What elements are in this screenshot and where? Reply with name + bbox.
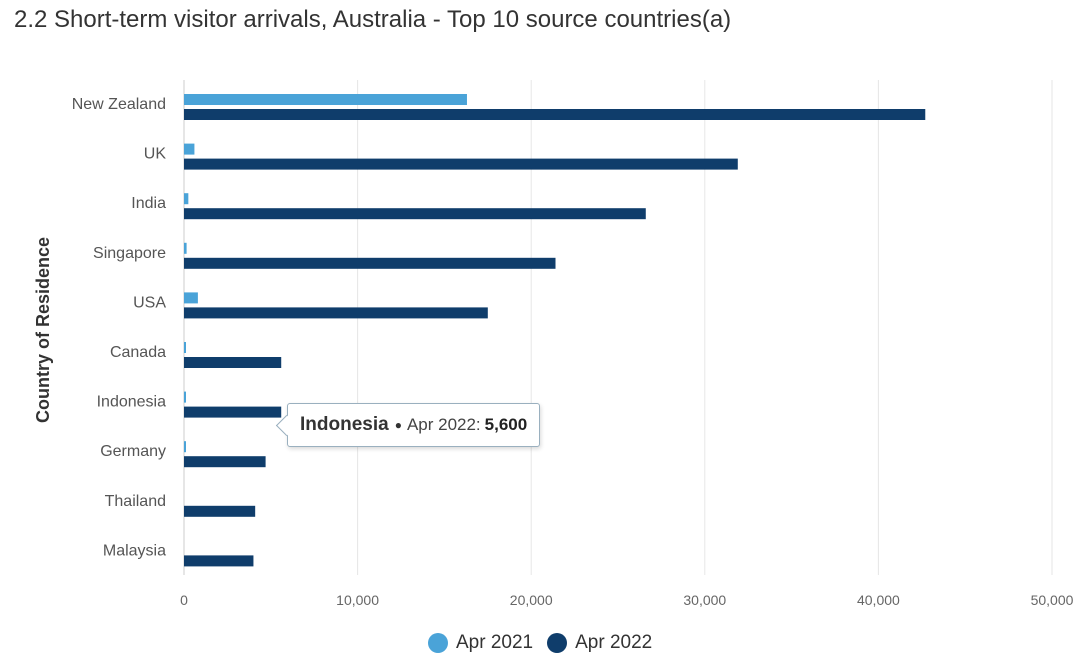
legend-item-apr-2021[interactable]: Apr 2021: [428, 632, 533, 654]
legend-label: Apr 2021: [456, 632, 534, 653]
category-label: Germany: [100, 443, 166, 460]
bar-apr-2021[interactable]: [184, 441, 186, 453]
x-tick-label: 40,000: [857, 592, 900, 608]
category-label: Malaysia: [103, 542, 166, 559]
bar-apr-2021[interactable]: [184, 342, 186, 353]
tooltip-value: 5,600: [484, 415, 528, 434]
bar-apr-2022[interactable]: [184, 109, 926, 120]
category-label: USA: [133, 294, 166, 311]
legend-item-apr-2022[interactable]: Apr 2022: [547, 632, 652, 654]
legend-label: Apr 2022: [575, 632, 653, 653]
bar-apr-2022[interactable]: [184, 158, 738, 170]
x-tick-label: 0: [180, 592, 188, 608]
bar-apr-2022[interactable]: [184, 406, 282, 418]
category-label: New Zealand: [72, 96, 166, 113]
bar-apr-2021[interactable]: [184, 193, 189, 205]
tooltip-series-dot-icon: ●: [394, 418, 402, 432]
category-label: Thailand: [105, 493, 166, 510]
bar-apr-2022[interactable]: [184, 505, 256, 517]
bar-apr-2022[interactable]: [184, 257, 556, 269]
tooltip: Indonesia ● Apr 2022: 5,600: [287, 403, 541, 447]
bar-apr-2021[interactable]: [184, 94, 467, 105]
category-label: Singapore: [93, 245, 166, 262]
category-label: India: [131, 195, 166, 212]
bar-apr-2021[interactable]: [184, 391, 186, 403]
bar-apr-2022[interactable]: [184, 456, 266, 468]
bar-apr-2022[interactable]: [184, 555, 254, 567]
category-label: Indonesia: [97, 394, 166, 411]
gridlines: [183, 80, 1053, 575]
bar-apr-2021[interactable]: [184, 143, 195, 155]
category-labels: New Zealand UK India Singapore USA Canada Indo…: [72, 96, 167, 559]
bar-apr-2022[interactable]: [184, 357, 282, 368]
category-label: UK: [144, 146, 167, 163]
legend: Apr 2021 Apr 2022: [428, 632, 666, 654]
x-tick-labels: 0 10,000 20,000 30,000 40,000 50,000: [180, 592, 1074, 608]
legend-dot-icon: [547, 633, 568, 653]
bar-apr-2022[interactable]: [184, 208, 646, 220]
chart-title: 2.2 Short-term visitor arrivals, Austral…: [14, 6, 732, 33]
x-tick-label: 20,000: [510, 592, 553, 608]
bars: [184, 94, 926, 567]
legend-dot-icon: [428, 633, 448, 653]
x-tick-label: 10,000: [336, 592, 379, 608]
bar-apr-2022[interactable]: [184, 307, 488, 319]
bar-apr-2021[interactable]: [184, 292, 198, 304]
tooltip-category: Indonesia: [300, 414, 389, 435]
category-label: Canada: [110, 344, 166, 361]
tooltip-series: Apr 2022:: [406, 415, 481, 434]
x-tick-label: 30,000: [683, 592, 726, 608]
x-tick-label: 50,000: [1031, 592, 1074, 608]
y-axis-title: Country of Residence: [33, 237, 53, 423]
bar-apr-2021[interactable]: [184, 242, 187, 254]
